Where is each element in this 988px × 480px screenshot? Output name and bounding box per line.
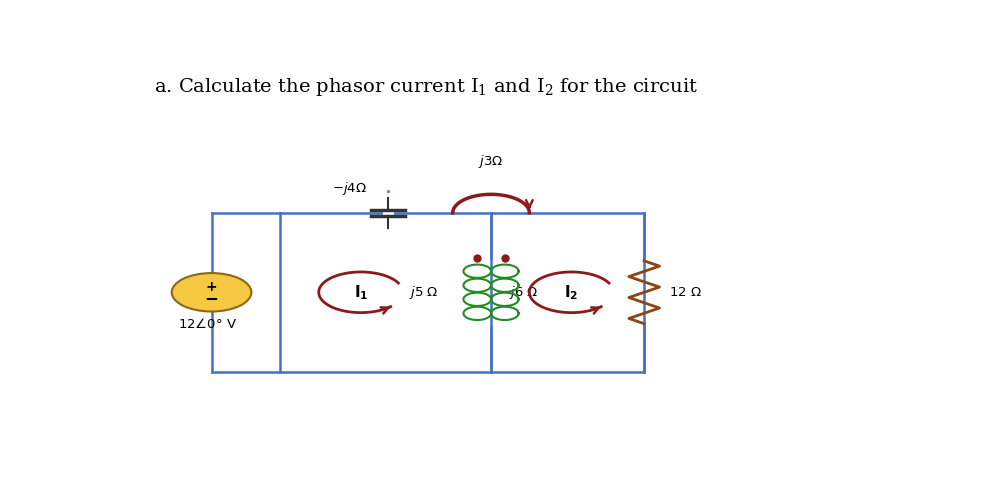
Circle shape: [172, 273, 251, 312]
Text: a. Calculate the phasor current $\mathregular{I_1}$ and $\mathregular{I_2}$ for : a. Calculate the phasor current $\mathre…: [154, 76, 698, 98]
Text: −: −: [205, 289, 218, 307]
Text: $\mathbf{I_1}$: $\mathbf{I_1}$: [354, 283, 369, 301]
Text: $j6\ \Omega$: $j6\ \Omega$: [509, 284, 538, 301]
Text: $j3\Omega$: $j3\Omega$: [478, 153, 504, 170]
Text: +: +: [206, 279, 217, 294]
Text: $-j4\Omega$: $-j4\Omega$: [332, 180, 367, 197]
Text: $12\angle0°\ \mathrm{V}$: $12\angle0°\ \mathrm{V}$: [178, 317, 237, 331]
Text: $j5\ \Omega$: $j5\ \Omega$: [409, 284, 439, 301]
Text: $\mathbf{I_2}$: $\mathbf{I_2}$: [564, 283, 579, 301]
Text: $12\ \Omega$: $12\ \Omega$: [669, 286, 701, 299]
